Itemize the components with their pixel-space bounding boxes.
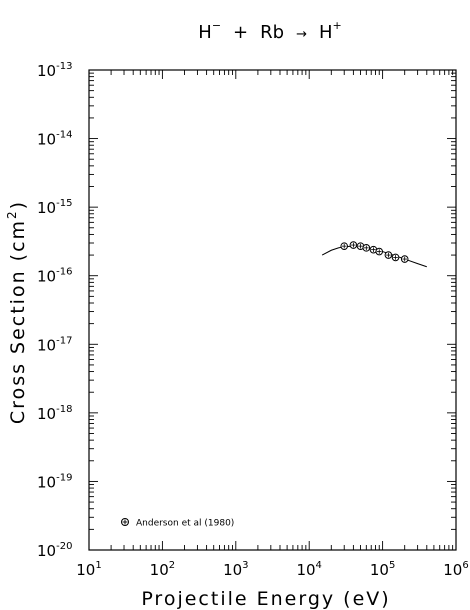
y-tick-label: 10-13 [37,61,72,80]
x-tick-label: 102 [150,560,175,579]
x-axis-label: Projectile Energy (eV) [141,588,390,610]
x-tick-label: 103 [223,560,248,579]
data-point [391,253,400,262]
legend: Anderson et al (1980) [121,518,234,529]
data-point [375,247,384,256]
y-tick-labels: 10-20 10-19 10-18 10-17 10-16 10-15 10-14 10-13 [37,61,72,560]
chart-title: H− + Rb → H+ [198,19,341,43]
x-tick-labels: 101 102 103 104 105 106 [76,560,468,579]
x-tick-label: 106 [443,560,468,579]
y-tick-label: 10-14 [37,130,72,149]
plot-frame [88,69,457,551]
data-point [349,241,358,249]
data-point [400,255,409,263]
legend-marker [121,518,129,526]
data-point [340,242,349,250]
y-tick-label: 10-15 [37,198,72,217]
y-tick-label: 10-18 [37,404,72,423]
y-tick-label: 10-19 [37,472,72,491]
x-tick-label: 101 [76,560,101,579]
data-point [362,244,371,252]
y-tick-label: 10-20 [37,541,72,560]
data-points [340,241,409,263]
legend-label: Anderson et al (1980) [136,519,234,529]
y-axis-label: Cross Section (cm2) [5,200,29,424]
x-tick-label: 105 [370,560,395,579]
data-point [384,251,393,259]
y-tick-label: 10-17 [37,335,72,354]
data-point [356,242,365,250]
axis-ticks [88,69,457,551]
x-tick-label: 104 [296,560,321,579]
y-tick-label: 10-16 [37,267,72,286]
